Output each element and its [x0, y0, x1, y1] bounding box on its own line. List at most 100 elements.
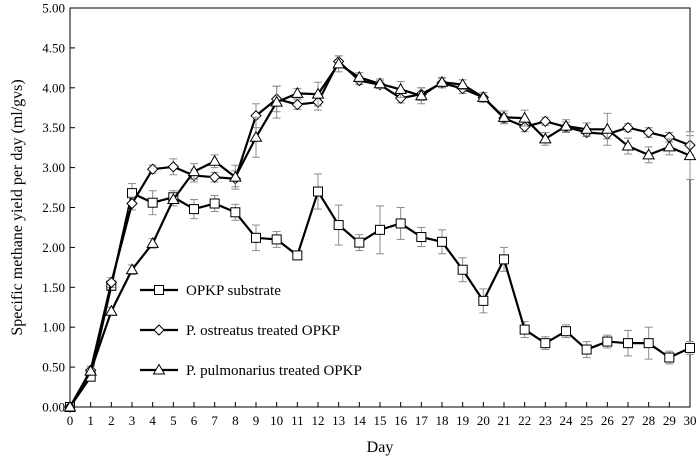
- legend: OPKP substrate P. ostreatus treated OPKP P…: [140, 283, 362, 379]
- data-point: [394, 92, 407, 104]
- x-axis-title: Day: [367, 439, 394, 456]
- x-tick-label: 4: [149, 413, 156, 428]
- data-point: [147, 197, 158, 208]
- x-tick-label: 26: [601, 413, 615, 428]
- x-tick-label: 23: [539, 413, 552, 428]
- x-tick-label: 8: [232, 413, 239, 428]
- data-point: [251, 232, 261, 243]
- data-point: [457, 264, 468, 275]
- y-axis-title: Specific methane yield per day (ml/gvs): [9, 79, 26, 335]
- y-tick-label: 0.00: [42, 400, 65, 415]
- data-point: [208, 154, 222, 166]
- x-tick-label: 20: [477, 413, 490, 428]
- data-point: [685, 342, 695, 353]
- data-point: [643, 338, 654, 349]
- data-point: [230, 207, 241, 218]
- y-tick-label: 1.00: [42, 320, 65, 335]
- data-point: [478, 295, 489, 306]
- x-tick-label: 2: [108, 413, 115, 428]
- data-point: [540, 338, 551, 349]
- axes: 0 1 2 3 4 5 6 7 8 9 10 11 12 13 14 15 16 17 18 19 20 21 22 23 24…: [42, 1, 696, 429]
- x-tick-label: 7: [211, 413, 218, 428]
- x-tick-label: 24: [560, 413, 574, 428]
- data-point: [476, 90, 490, 102]
- data-point: [581, 344, 592, 355]
- data-point: [187, 165, 201, 177]
- data-point: [84, 364, 98, 376]
- data-point: [519, 324, 530, 335]
- data-point: [189, 204, 199, 215]
- data-point: [602, 336, 613, 347]
- x-tick-label: 29: [663, 413, 676, 428]
- data-point: [622, 121, 634, 134]
- legend-marker: [154, 285, 164, 295]
- data-point: [662, 140, 676, 152]
- x-tick-label: 10: [270, 413, 283, 428]
- data-point: [437, 236, 447, 247]
- y-tick-label: 3.50: [42, 120, 65, 135]
- x-tick-label: 11: [291, 413, 304, 428]
- data-point: [559, 119, 573, 131]
- x-tick-label: 28: [642, 413, 655, 428]
- y-tick-label: 3.00: [42, 160, 65, 175]
- legend-entry: P. pulmonarius treated OPKP: [140, 363, 362, 379]
- data-point: [373, 77, 387, 89]
- data-point: [456, 78, 470, 90]
- x-tick-label: 5: [170, 413, 177, 428]
- data-point: [332, 57, 346, 69]
- x-tick-label: 9: [253, 413, 260, 428]
- legend-label: P. ostreatus treated OPKP: [186, 323, 340, 339]
- data-point: [146, 163, 159, 175]
- legend-label: OPKP substrate: [186, 283, 281, 299]
- data-point: [416, 232, 427, 243]
- data-point: [539, 115, 552, 128]
- legend-marker: [153, 324, 165, 336]
- data-point: [435, 75, 449, 87]
- data-point: [518, 111, 532, 123]
- data-point: [580, 122, 594, 134]
- data-point: [126, 197, 138, 210]
- legend-label: P. pulmonarius treated OPKP: [186, 363, 362, 379]
- x-tick-label: 6: [191, 413, 198, 428]
- x-tick-label: 0: [67, 413, 74, 428]
- data-point: [105, 276, 118, 289]
- x-tick-label: 1: [87, 413, 94, 428]
- data-point: [270, 95, 284, 107]
- data-point: [642, 148, 656, 160]
- x-tick-label: 19: [456, 413, 469, 428]
- x-tick-label: 13: [332, 413, 345, 428]
- y-tick-label: 1.50: [42, 280, 65, 295]
- x-tick-label: 12: [312, 413, 325, 428]
- y-tick-label: 2.00: [42, 240, 65, 255]
- x-tick-label: 25: [580, 413, 593, 428]
- data-point: [228, 170, 242, 182]
- data-point: [208, 171, 221, 183]
- data-point: [146, 236, 160, 248]
- data-point: [642, 126, 655, 139]
- data-point: [561, 326, 571, 337]
- y-tick-label: 0.50: [42, 360, 65, 375]
- data-point: [518, 121, 531, 133]
- data-point: [167, 161, 180, 173]
- data-point: [352, 70, 366, 82]
- series-triangle: [63, 55, 697, 412]
- data-point: [497, 110, 511, 122]
- data-point: [271, 234, 282, 245]
- data-point: [104, 304, 118, 316]
- data-point: [291, 98, 304, 111]
- data-point: [311, 87, 325, 99]
- x-tick-label: 27: [622, 413, 636, 428]
- data-point: [499, 254, 509, 265]
- data-point: [125, 263, 139, 275]
- data-point: [600, 122, 614, 134]
- data-point: [538, 132, 552, 144]
- data-point: [209, 198, 220, 209]
- x-tick-label: 18: [436, 413, 449, 428]
- data-point: [621, 139, 635, 151]
- x-tick-label: 30: [684, 413, 697, 428]
- x-tick-label: 3: [129, 413, 136, 428]
- data-point: [290, 86, 304, 98]
- data-point: [664, 352, 675, 363]
- data-point: [354, 237, 365, 248]
